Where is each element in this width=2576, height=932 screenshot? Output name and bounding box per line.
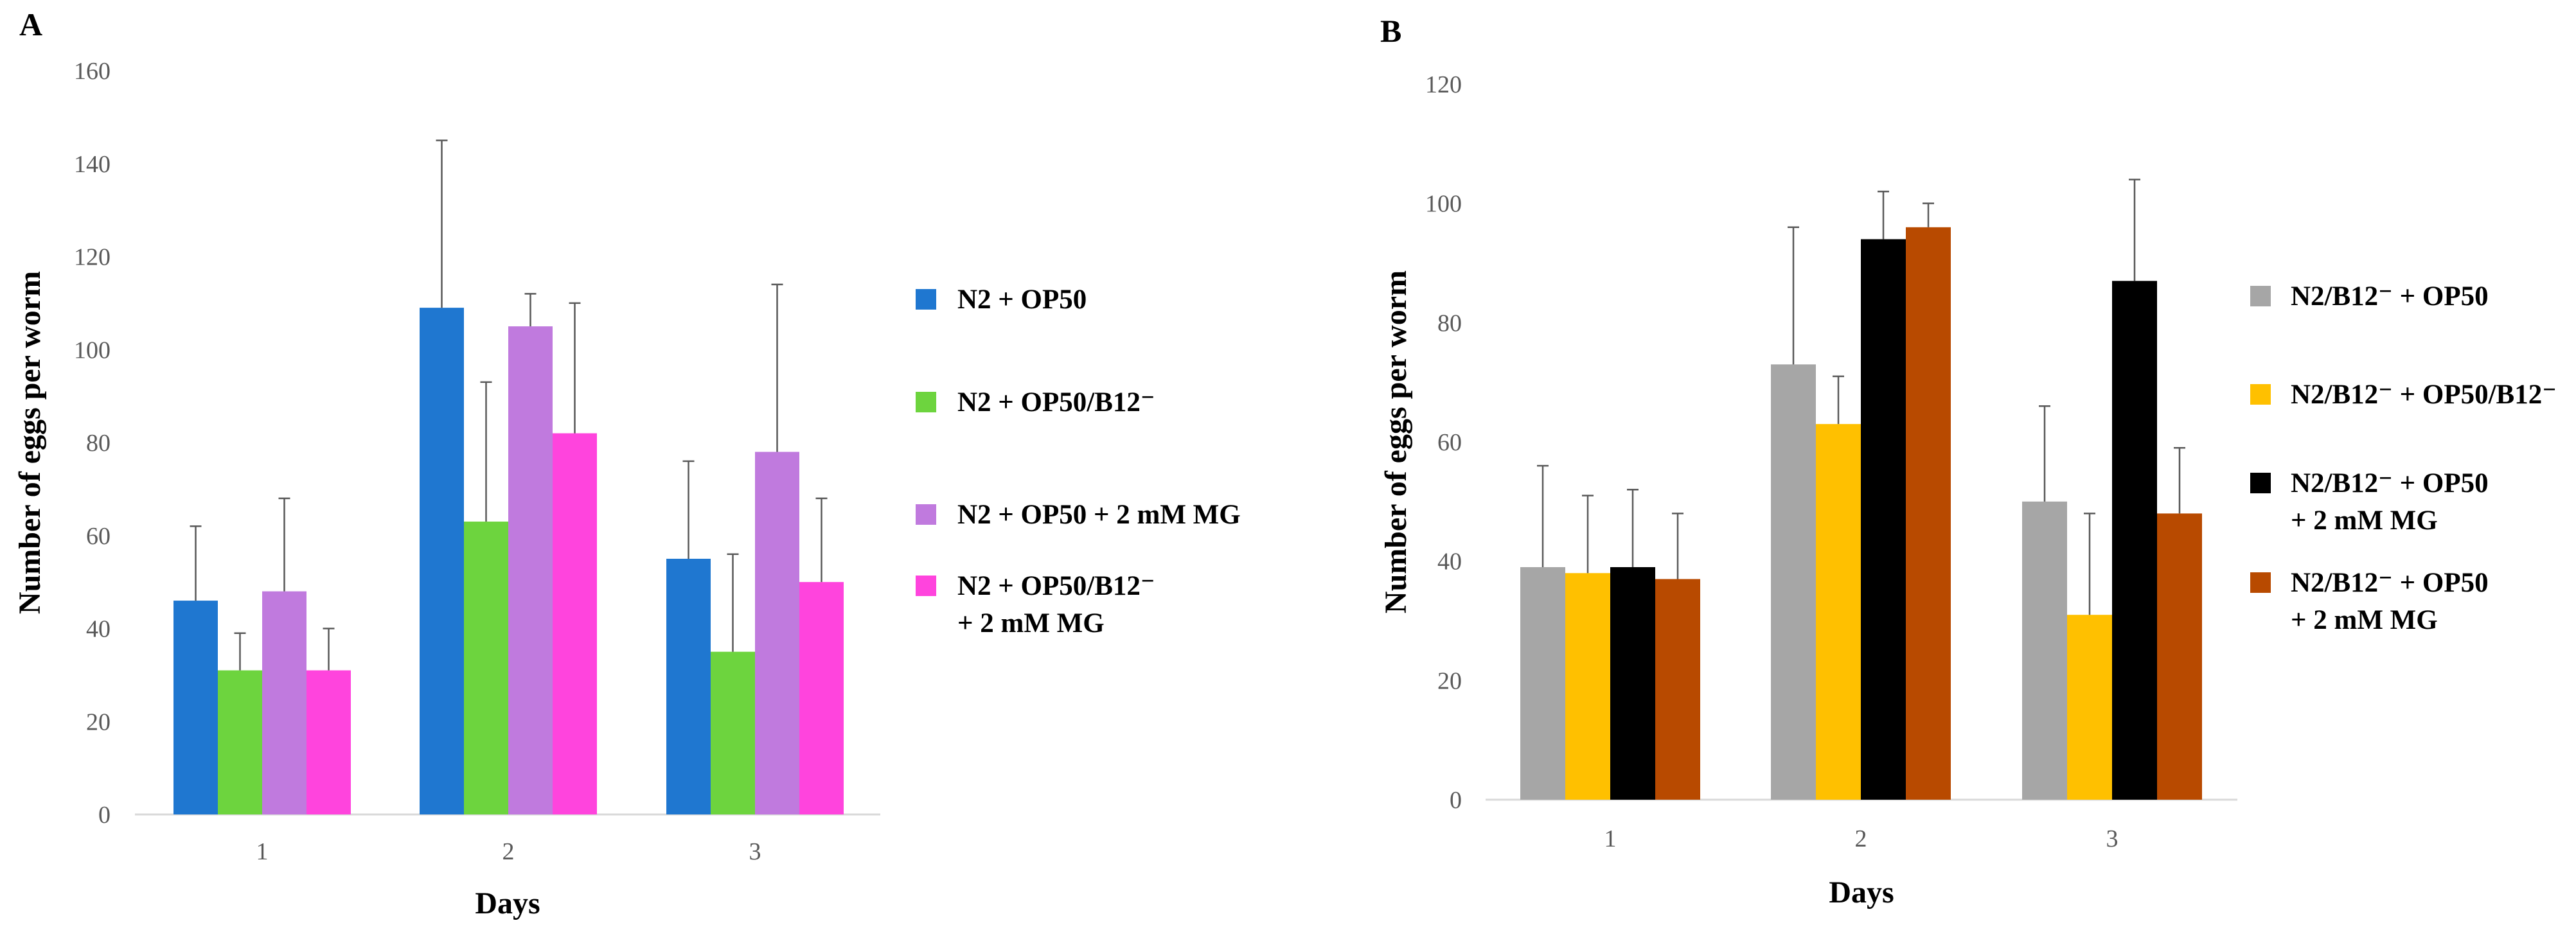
y-tick-label: 120	[1425, 71, 1462, 98]
y-axis-title: Number of eggs per worm	[1379, 270, 1413, 613]
legend-item: N2/B12⁻ + OP50 + 2 mM MG	[2250, 568, 2489, 635]
y-tick-label: 80	[86, 430, 111, 457]
bar	[1655, 579, 1700, 800]
legend-label: N2 + OP50	[957, 285, 1087, 315]
y-tick-label: 100	[1425, 191, 1462, 218]
legend-label: + 2 mM MG	[2291, 506, 2438, 536]
bar	[1861, 239, 1906, 800]
legend-swatch	[916, 504, 936, 525]
y-tick-label: 60	[86, 523, 111, 550]
legend-label: N2/B12⁻ + OP50	[2291, 281, 2489, 312]
legend-swatch	[916, 289, 936, 310]
legend: N2/B12⁻ + OP50 N2/B12⁻ + OP50/B12⁻ N2/B12⁻…	[2250, 281, 2557, 635]
bar	[1906, 227, 1951, 800]
legend-item: N2 + OP50 + 2 mM MG	[916, 500, 1241, 530]
legend-label: N2/B12⁻ + OP50/B12⁻	[2291, 380, 2557, 410]
x-axis-title: Days	[1829, 875, 1894, 910]
legend-label: N2/B12⁻ + OP50	[2291, 468, 2489, 498]
bar	[1520, 567, 1565, 800]
panel-letter: A	[19, 6, 42, 42]
chart-panel-b: B 0 20 40 60 80 100 120 1 2 3 Days Number of eggs pe…	[1379, 13, 2557, 910]
y-tick-label: 80	[1437, 310, 1462, 337]
bar	[262, 591, 306, 814]
bar	[1816, 424, 1861, 800]
y-tick-label: 40	[86, 616, 111, 643]
y-tick-label: 0	[98, 802, 111, 829]
bar	[508, 326, 553, 814]
legend-label: N2 + OP50/B12⁻	[957, 571, 1155, 601]
legend: N2 + OP50 N2 + OP50/B12⁻ N2 + OP50 + 2 mM …	[916, 285, 1241, 638]
legend-item: N2/B12⁻ + OP50	[2250, 281, 2489, 312]
y-tick-label: 20	[1437, 667, 1462, 694]
x-tick-label: 1	[1604, 825, 1617, 852]
legend-item: N2 + OP50	[916, 285, 1087, 315]
y-tick-label: 120	[74, 244, 111, 271]
legend-swatch	[916, 576, 936, 596]
legend-label: N2/B12⁻ + OP50	[2291, 568, 2489, 598]
x-tick-label: 2	[502, 838, 515, 865]
legend-swatch	[2250, 286, 2271, 306]
bar	[173, 601, 218, 814]
y-tick-label: 140	[74, 151, 111, 178]
bar	[799, 582, 844, 814]
chart-panel-a: A 0 20 40 60 80 100 120 140 160 1 2 3 Days Number of e…	[13, 6, 1241, 920]
y-axis-title: Number of eggs per worm	[13, 271, 47, 614]
bar	[711, 651, 755, 814]
bar	[420, 308, 464, 814]
x-axis-title: Days	[475, 886, 540, 920]
bar	[553, 433, 597, 814]
bar	[2157, 513, 2202, 800]
legend-label: N2 + OP50 + 2 mM MG	[957, 500, 1241, 530]
x-tick-label: 1	[256, 838, 269, 865]
y-tick-label: 60	[1437, 429, 1462, 456]
legend-item: N2/B12⁻ + OP50/B12⁻	[2250, 380, 2557, 410]
bar	[1771, 364, 1816, 800]
legend-item: N2 + OP50/B12⁻	[916, 387, 1155, 418]
legend-swatch	[2250, 473, 2271, 493]
x-tick-label: 3	[749, 838, 761, 865]
bar	[1610, 567, 1655, 800]
bar	[306, 670, 351, 814]
y-tick-label: 20	[86, 708, 111, 735]
panel-letter: B	[1380, 13, 1401, 49]
y-tick-label: 100	[74, 337, 111, 364]
bar	[755, 452, 799, 814]
x-tick-label: 3	[2106, 825, 2119, 852]
legend-label: + 2 mM MG	[2291, 605, 2438, 635]
bar	[218, 670, 262, 814]
bar	[2067, 615, 2112, 800]
bar	[2022, 501, 2067, 800]
y-tick-label: 40	[1437, 549, 1462, 576]
legend-label: N2 + OP50/B12⁻	[957, 387, 1155, 418]
y-tick-label: 160	[74, 58, 111, 85]
legend-swatch	[2250, 572, 2271, 593]
bar	[1565, 573, 1610, 800]
legend-label: + 2 mM MG	[957, 608, 1105, 638]
legend-item: N2 + OP50/B12⁻ + 2 mM MG	[916, 571, 1155, 638]
bar	[666, 558, 711, 814]
legend-swatch	[2250, 384, 2271, 405]
y-tick-label: 0	[1450, 787, 1462, 814]
x-tick-label: 2	[1855, 825, 1867, 852]
bar	[464, 522, 508, 814]
legend-swatch	[916, 392, 936, 412]
bar	[2112, 281, 2157, 800]
legend-item: N2/B12⁻ + OP50 + 2 mM MG	[2250, 468, 2489, 536]
